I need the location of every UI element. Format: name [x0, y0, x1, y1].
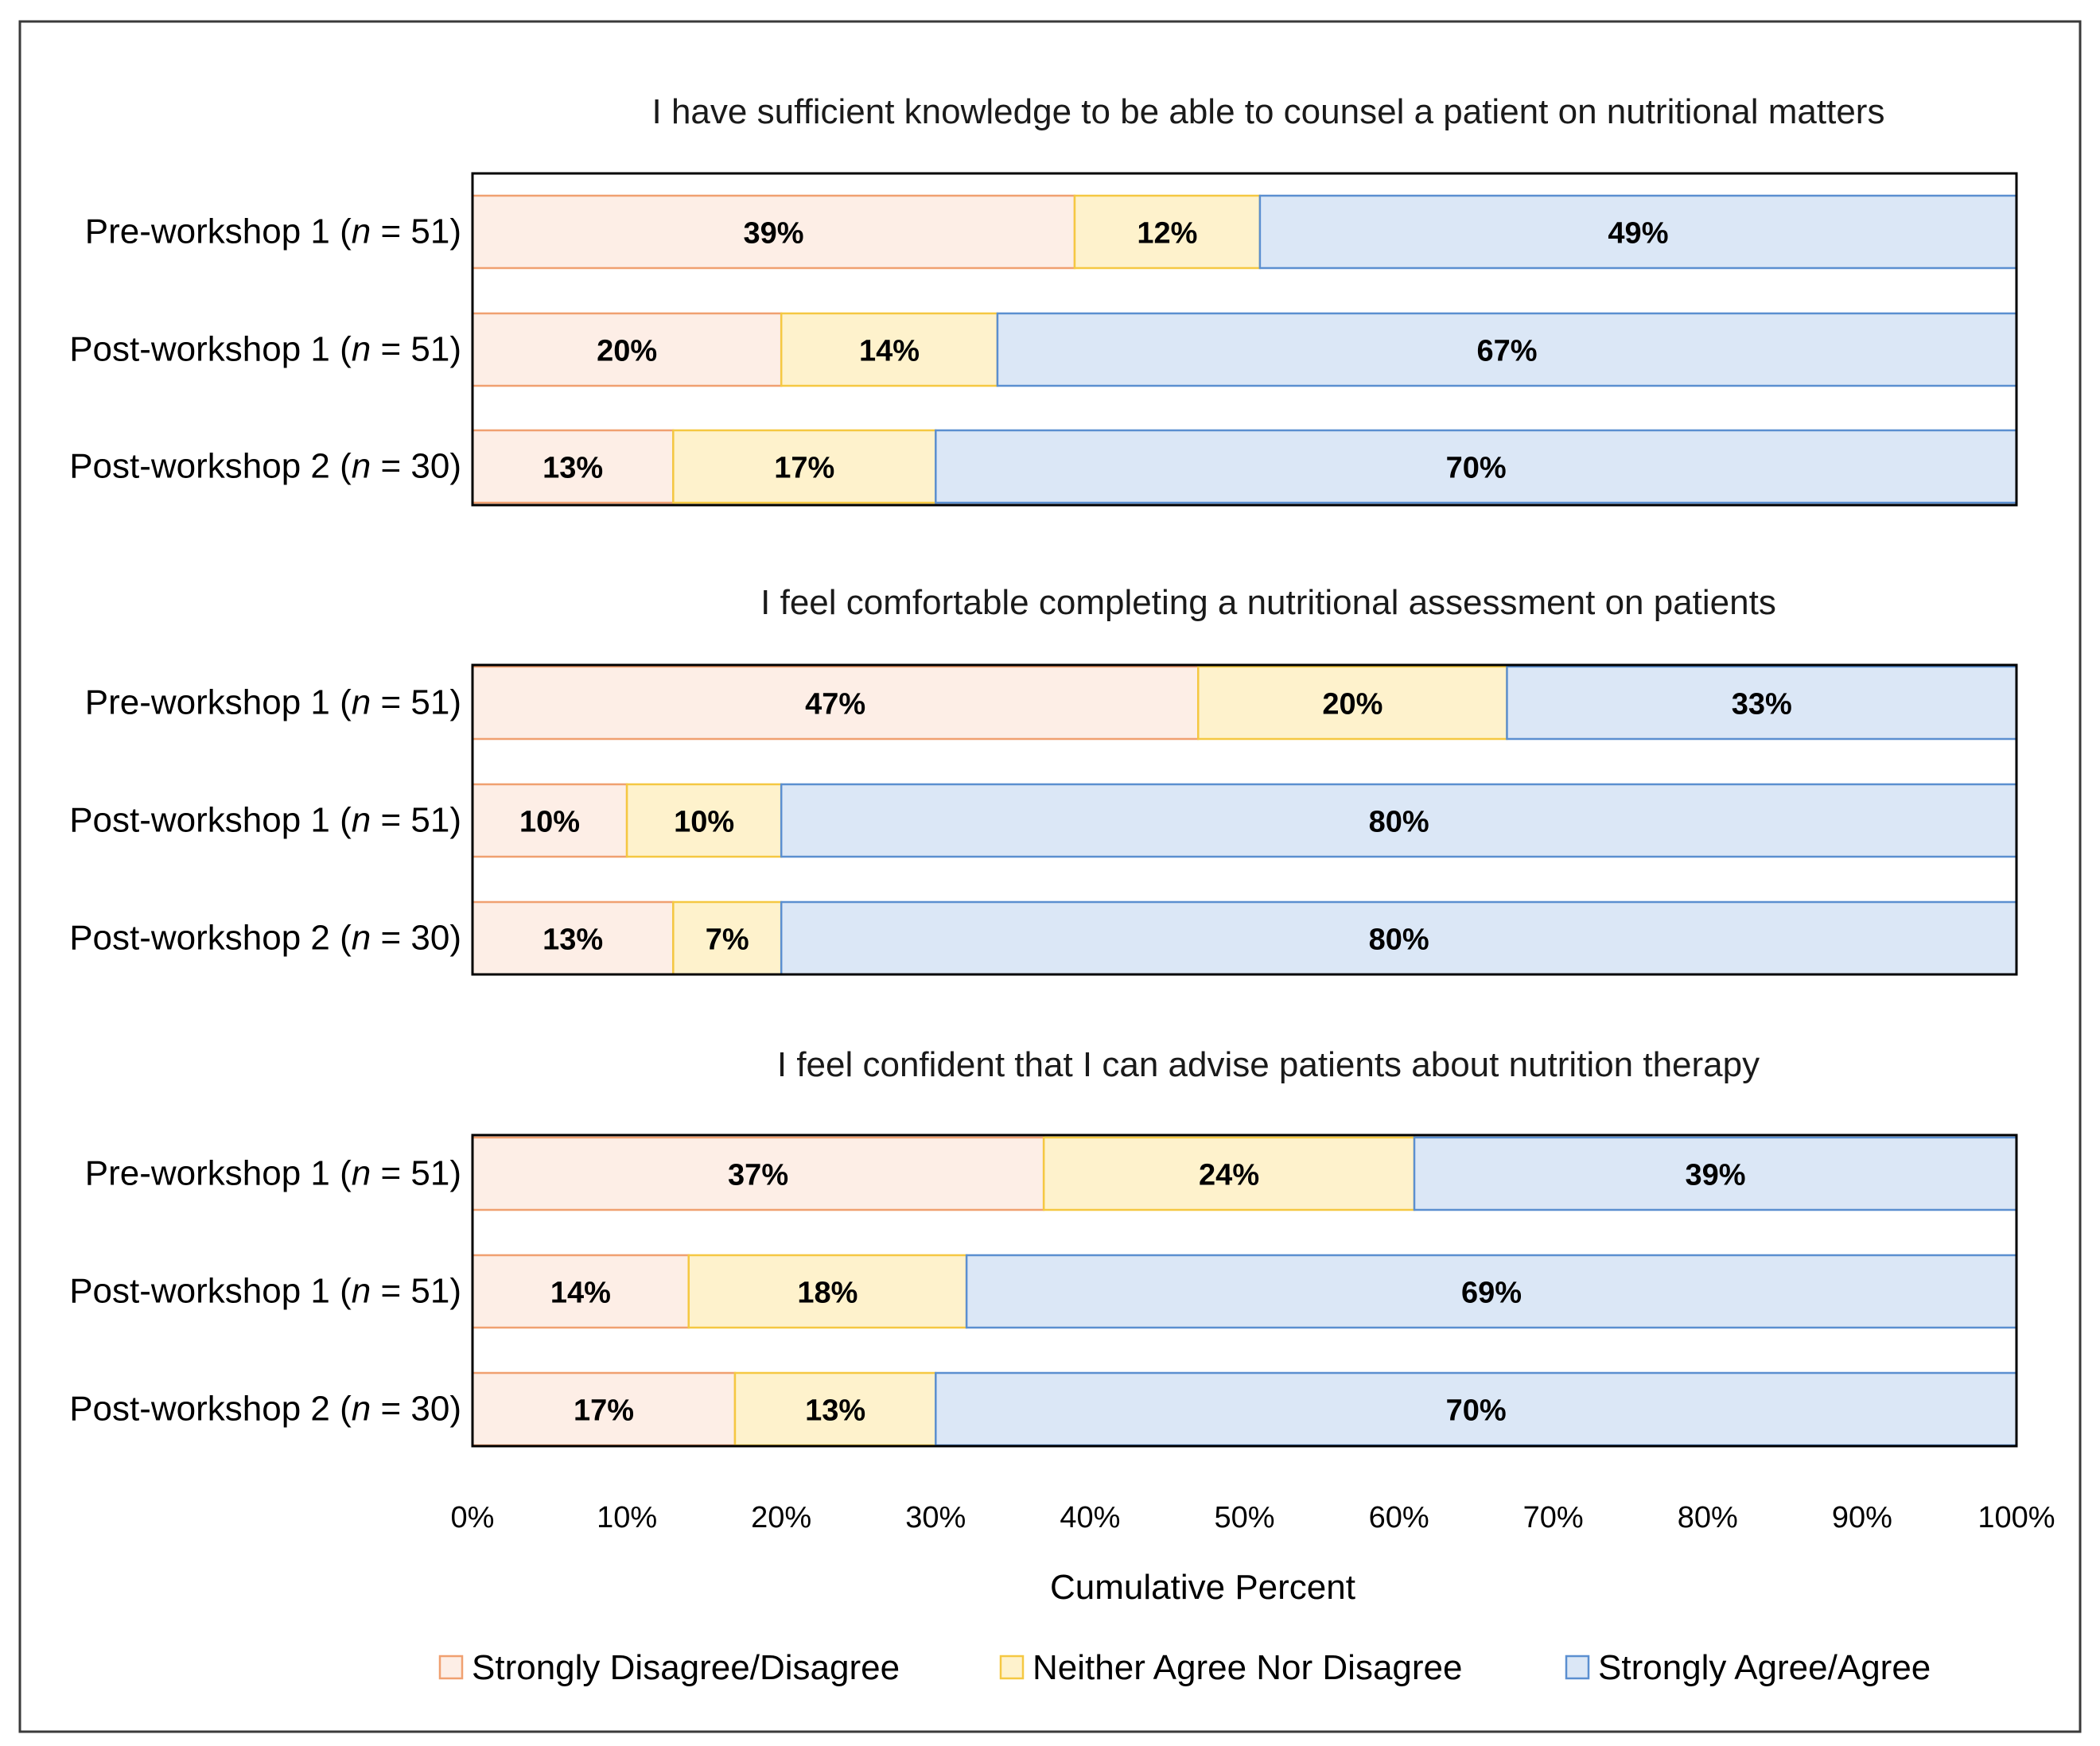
row-label: Post-workshop 2 (n = 30) [69, 919, 461, 958]
plot-border [471, 172, 2018, 507]
panel-1: I have sufficient knowledge to be able t… [69, 92, 2018, 507]
legend-label: Neither Agree Nor Disagree [1032, 1648, 1462, 1687]
row-label: Post-workshop 2 (n = 30) [69, 447, 461, 486]
panel-title: I feel confident that I can advise patie… [777, 1045, 1760, 1084]
bar-data-label: 49% [1608, 217, 1668, 251]
bar-segment [965, 1254, 2018, 1329]
bar-data-label: 24% [1199, 1159, 1259, 1192]
bar-data-label: 20% [597, 335, 657, 368]
x-tick-label: 10% [597, 1501, 657, 1534]
bar-data-label: 37% [728, 1159, 788, 1192]
bar-segment [471, 1254, 690, 1329]
bar-data-label: 39% [1685, 1159, 1745, 1192]
legend-swatch [1565, 1655, 1590, 1680]
bar-row: Pre-workshop 1 (n = 51) 37% 24% 39% [85, 1136, 2018, 1211]
x-tick-label: 20% [751, 1501, 811, 1534]
x-axis: 0% 10% 20% 30% 40% 50% 60% 70% 80% 90% 100% [451, 1501, 2055, 1534]
bar-data-label: 39% [743, 217, 803, 251]
legend-item: Strongly Agree/Agree [1565, 1648, 1931, 1687]
bar-row: Post-workshop 1 (n = 51) 14% 18% 69% [69, 1254, 2018, 1329]
bar-segment [996, 312, 2018, 387]
legend: Strongly Disagree/Disagree Neither Agree … [438, 1648, 1931, 1687]
x-tick-label: 80% [1678, 1501, 1738, 1534]
bar-segment [1413, 1136, 2018, 1211]
bar-row: Post-workshop 2 (n = 30) 13% 7% 80% [69, 900, 2018, 976]
bar-data-label: 80% [1369, 924, 1429, 957]
x-tick-label: 40% [1060, 1501, 1120, 1534]
bar-data-label: 80% [1369, 806, 1429, 839]
bar-data-label: 17% [574, 1394, 634, 1428]
bar-segment [1042, 1136, 1416, 1211]
row-label: Pre-workshop 1 (n = 51) [85, 1154, 461, 1193]
bar-segment [471, 1136, 1045, 1211]
bar-segment [935, 429, 2018, 504]
bar-data-label: 69% [1461, 1277, 1522, 1310]
bar-data-label: 70% [1446, 452, 1507, 485]
x-tick-label: 60% [1369, 1501, 1429, 1534]
bar-data-label: 13% [805, 1394, 865, 1428]
legend-swatch [999, 1655, 1025, 1680]
bar-data-label: 12% [1137, 217, 1197, 251]
bar-data-label: 14% [550, 1277, 611, 1310]
x-tick-label: 70% [1523, 1501, 1584, 1534]
x-tick-label: 90% [1832, 1501, 1892, 1534]
legend-label: Strongly Agree/Agree [1598, 1648, 1931, 1687]
panel-2: I feel comfortable completing a nutritio… [69, 583, 2018, 976]
bar-segment [672, 429, 937, 504]
bar-data-label: 17% [774, 452, 834, 485]
bar-segment [780, 312, 999, 387]
bar-row: Post-workshop 1 (n = 51) 10% 10% 80% [69, 783, 2018, 858]
bar-data-label: 7% [706, 924, 749, 957]
bar-data-label: 47% [805, 688, 865, 721]
bar-segment [1197, 665, 1508, 741]
panel-title: I feel comfortable completing a nutritio… [760, 583, 1776, 622]
bar-row: Post-workshop 2 (n = 30) 13% 17% 70% [69, 429, 2018, 504]
x-tick-label: 0% [451, 1501, 495, 1534]
bar-data-label: 70% [1446, 1394, 1507, 1428]
panel-title: I have sufficient knowledge to be able t… [652, 92, 1885, 131]
bar-data-label: 33% [1732, 688, 1792, 721]
panel-3: I feel confident that I can advise patie… [69, 1045, 2018, 1448]
legend-label: Strongly Disagree/Disagree [472, 1648, 900, 1687]
bar-row: Post-workshop 1 (n = 51) 20% 14% 67% [69, 312, 2018, 387]
plot-border [471, 1134, 2018, 1448]
bar-segment [471, 194, 1076, 270]
legend-item: Neither Agree Nor Disagree [999, 1648, 1462, 1687]
x-axis-title: Cumulative Percent [1050, 1568, 1355, 1607]
bar-segment [733, 1371, 937, 1447]
chart-panels: I have sufficient knowledge to be able t… [69, 92, 2018, 1448]
bar-data-label: 10% [519, 806, 580, 839]
bar-segment [780, 900, 2018, 976]
legend-item: Strongly Disagree/Disagree [438, 1648, 900, 1687]
x-tick-label: 50% [1214, 1501, 1274, 1534]
bar-data-label: 67% [1476, 335, 1537, 368]
legend-swatch [438, 1655, 464, 1680]
row-label: Pre-workshop 1 (n = 51) [85, 683, 461, 722]
bar-data-label: 13% [542, 452, 603, 485]
bar-data-label: 14% [859, 335, 920, 368]
bar-segment [471, 312, 783, 387]
row-label: Pre-workshop 1 (n = 51) [85, 212, 461, 251]
bar-data-label: 10% [674, 806, 734, 839]
x-tick-label: 100% [1978, 1501, 2055, 1534]
figure-frame [18, 20, 2082, 1733]
bar-data-label: 20% [1322, 688, 1382, 721]
bar-data-label: 13% [542, 924, 603, 957]
bar-data-label: 18% [797, 1277, 858, 1310]
bar-row: Pre-workshop 1 (n = 51) 39% 12% 49% [85, 194, 2018, 270]
row-label: Post-workshop 1 (n = 51) [69, 330, 461, 369]
bar-row: Pre-workshop 1 (n = 51) 47% 20% 33% [85, 665, 2018, 741]
bar-segment [687, 1254, 968, 1329]
row-label: Post-workshop 1 (n = 51) [69, 801, 461, 840]
row-label: Post-workshop 2 (n = 30) [69, 1390, 461, 1429]
plot-border [471, 663, 2018, 976]
row-label: Post-workshop 1 (n = 51) [69, 1272, 461, 1311]
bar-segment [1506, 665, 2018, 741]
x-tick-label: 30% [905, 1501, 966, 1534]
bar-segment [625, 783, 783, 858]
bar-segment [471, 429, 675, 504]
bar-segment [1258, 194, 2018, 270]
